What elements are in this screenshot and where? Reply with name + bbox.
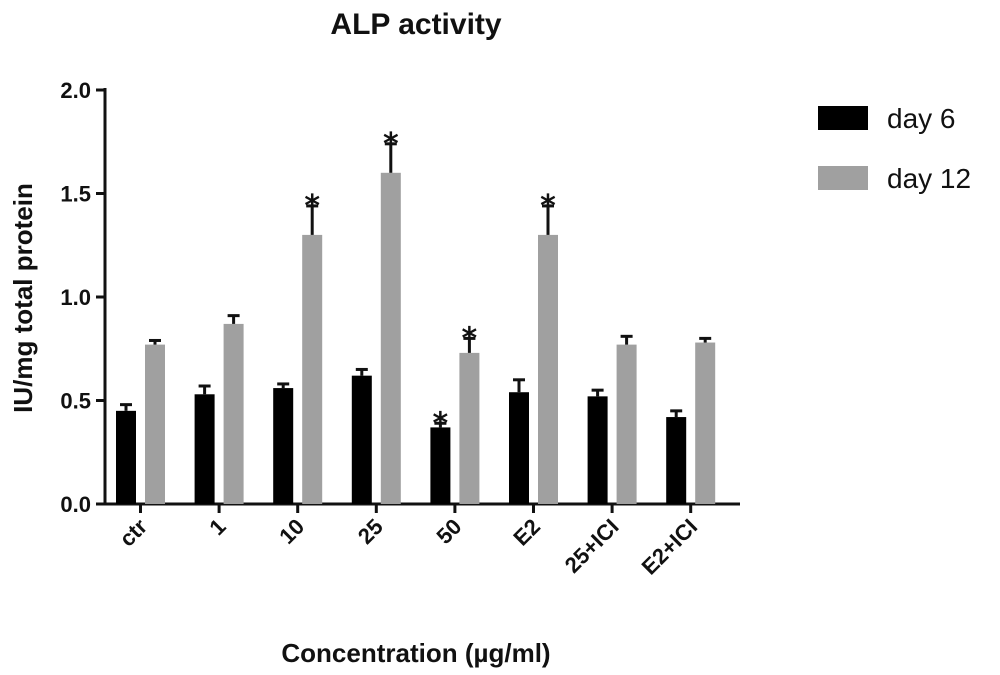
y-axis-label: IU/mg total protein — [8, 183, 38, 413]
x-axis-label: Concentration (µg/ml) — [281, 638, 550, 668]
x-tick-label-E2: E2 — [508, 514, 545, 551]
significance-star: * — [304, 189, 320, 224]
legend-label-day-6: day 6 — [887, 103, 956, 134]
y-tick-label: 1.0 — [60, 285, 91, 310]
bar-day-12-25-plus-ICI — [616, 344, 637, 504]
x-tick-label-E2-plus-ICI: E2+ICI — [637, 514, 703, 580]
bar-day-12-50 — [459, 352, 480, 504]
significance-star: * — [383, 127, 399, 162]
bar-day-6-50 — [430, 427, 451, 504]
bar-day-6-E2 — [509, 392, 529, 504]
x-tick-label-1: 1 — [204, 514, 230, 540]
y-tick-label: 2.0 — [60, 78, 91, 103]
legend-swatch-day-6 — [818, 106, 868, 130]
bar-day-6-25 — [351, 375, 372, 504]
legend-swatch-day-12 — [818, 166, 868, 190]
bar-day-12-ctr — [145, 344, 165, 504]
x-tick-label-25-plus-ICI: 25+ICI — [560, 514, 624, 578]
y-tick-label: 0.0 — [60, 492, 91, 517]
y-tick-label: 0.5 — [60, 389, 91, 414]
bar-day-12-1 — [223, 323, 244, 504]
legend-label-day-12: day 12 — [887, 163, 971, 194]
bar-day-6-E2-plus-ICI — [666, 417, 687, 504]
x-tick-label-50: 50 — [431, 514, 466, 549]
significance-star: * — [540, 189, 556, 224]
bar-day-6-10 — [273, 388, 294, 504]
y-tick-label: 1.5 — [60, 182, 91, 207]
significance-star: * — [433, 406, 449, 441]
bar-day-12-10 — [302, 234, 323, 504]
bar-day-6-ctr — [116, 410, 136, 504]
bar-day-6-1 — [194, 394, 215, 504]
bar-day-12-25 — [380, 172, 401, 505]
x-tick-label-10: 10 — [274, 514, 309, 549]
x-tick-label-25: 25 — [353, 514, 388, 549]
bar-day-12-E2 — [538, 234, 558, 504]
bar-day-12-E2-plus-ICI — [695, 342, 716, 504]
bar-day-6-25-plus-ICI — [587, 396, 608, 504]
x-tick-label-ctr: ctr — [114, 514, 152, 552]
legend: day 6 day 12 — [818, 103, 971, 194]
significance-star: * — [462, 321, 478, 356]
chart-title: ALP activity — [330, 8, 501, 41]
plot-area: 0.0 0.5 1.0 1.5 2.0 ctr 1 * 10 * 25 * * 50 * E2 25+ICI E2… — [60, 78, 740, 580]
